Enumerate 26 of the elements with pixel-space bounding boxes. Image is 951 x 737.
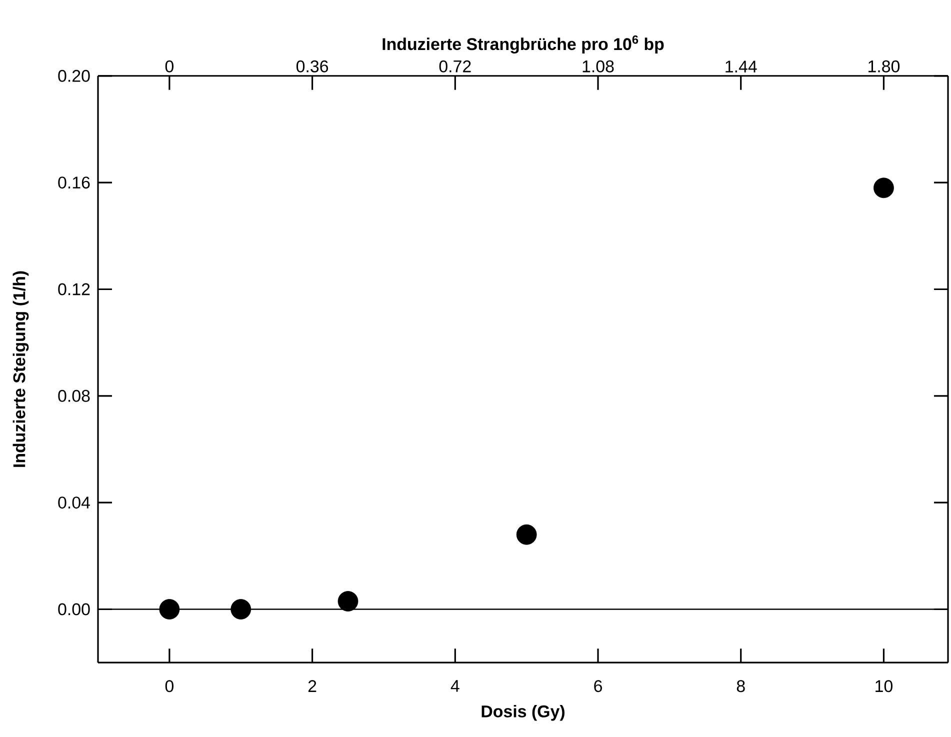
point (159, 599, 180, 620)
y-tick-label: 0.00 (58, 603, 90, 616)
x-tick-label: 10 (876, 680, 892, 692)
x2-tick-label: 1.80 (868, 60, 900, 72)
x2-tick-label: 0.72 (439, 60, 471, 72)
x-tick-label: 2 (308, 680, 316, 692)
x2-tick-label: 1.44 (726, 60, 757, 72)
point (874, 178, 894, 198)
x2-tick-label: 1.08 (582, 60, 614, 72)
y-tick-label: 0.08 (58, 390, 90, 402)
y-axis-title: Induzierte Steigung (1/h) (12, 271, 29, 467)
y-tick-label: 0.20 (58, 70, 90, 82)
x-tick-label: 0 (165, 680, 174, 692)
x-tick-label: 6 (594, 680, 602, 692)
x-axis-title: Dosis (Gy) (482, 704, 564, 721)
x-tick-label: 4 (450, 680, 460, 692)
x2-tick-label: 0.36 (296, 60, 328, 72)
x-tick-label: 8 (736, 680, 745, 692)
y-tick-label: 0.16 (58, 176, 90, 189)
point (230, 599, 252, 620)
point (516, 524, 537, 545)
x2-axis-title: Induzierte Strangbrüche pro 10$^{6}$ bp (382, 35, 664, 54)
y-tick-label: 0.12 (58, 283, 90, 296)
y-tick-label: 0.04 (58, 496, 90, 509)
point (338, 591, 358, 612)
x2-tick-label: 0 (165, 60, 174, 72)
